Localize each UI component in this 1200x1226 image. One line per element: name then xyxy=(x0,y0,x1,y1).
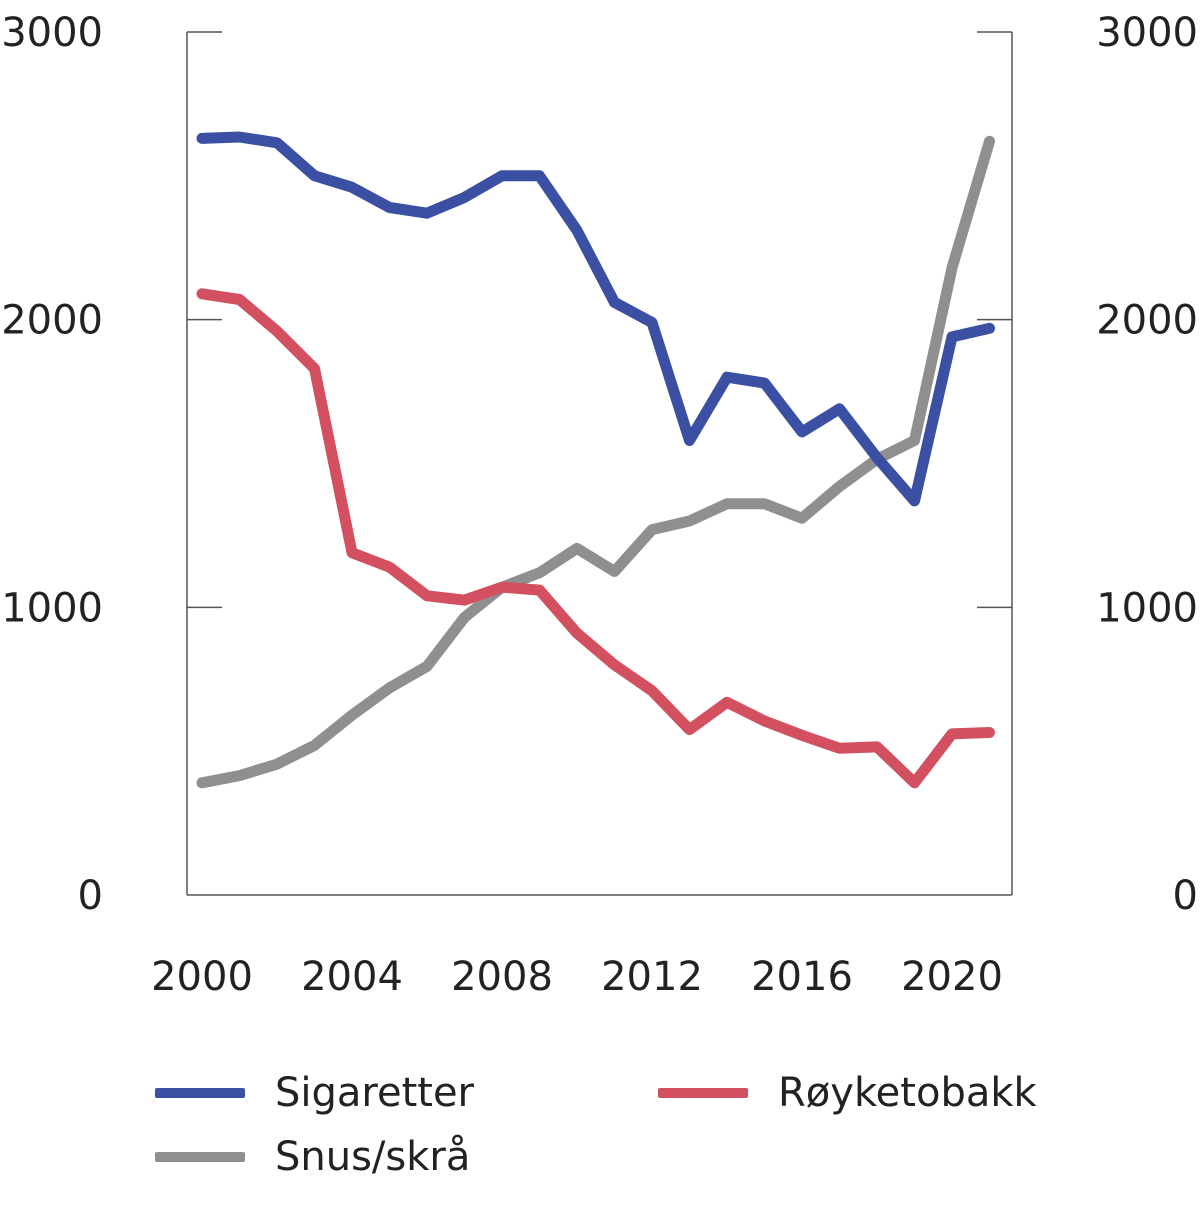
series-line-royketobakk xyxy=(196,288,995,789)
series-line-snus-skra xyxy=(196,135,995,789)
chart-series xyxy=(196,131,995,789)
y-tick-label-left: 3000 xyxy=(1,10,103,56)
x-tick-label: 2008 xyxy=(451,954,553,1000)
legend-swatch-royketobakk xyxy=(658,1088,748,1098)
x-tick-label: 2000 xyxy=(151,954,253,1000)
legend-item-snus-skra: Snus/skrå xyxy=(155,1134,470,1180)
y-tick-label-right: 2000 xyxy=(1096,298,1198,344)
legend-label-sigaretter: Sigaretter xyxy=(275,1070,475,1116)
chart-axes xyxy=(186,31,1013,896)
legend-swatch-snus-skra xyxy=(155,1152,245,1162)
chart-legend: Sigaretter Røyketobakk Snus/skrå xyxy=(0,1050,1200,1200)
y-tick-label-left: 2000 xyxy=(1,298,103,344)
legend-item-royketobakk: Røyketobakk xyxy=(658,1070,1037,1116)
y-tick-label-right: 1000 xyxy=(1096,585,1198,631)
y-tick-label-right: 0 xyxy=(1173,873,1198,919)
x-tick-label: 2020 xyxy=(901,954,1003,1000)
x-tick-label: 2016 xyxy=(751,954,853,1000)
legend-label-royketobakk: Røyketobakk xyxy=(778,1070,1037,1116)
series-line-sigaretter xyxy=(196,131,995,507)
x-tick-label: 2004 xyxy=(301,954,403,1000)
legend-swatch-sigaretter xyxy=(155,1088,245,1098)
y-tick-label-left: 0 xyxy=(78,873,103,919)
y-tick-label-left: 1000 xyxy=(1,585,103,631)
x-tick-label: 2012 xyxy=(601,954,703,1000)
legend-item-sigaretter: Sigaretter xyxy=(155,1070,474,1116)
chart-tick-labels: 0 1000 2000 3000 0 1000 2000 3000 2000 2004 2008 20… xyxy=(1,10,1198,1000)
y-tick-label-right: 3000 xyxy=(1096,10,1198,56)
legend-label-snus-skra: Snus/skrå xyxy=(275,1134,471,1180)
